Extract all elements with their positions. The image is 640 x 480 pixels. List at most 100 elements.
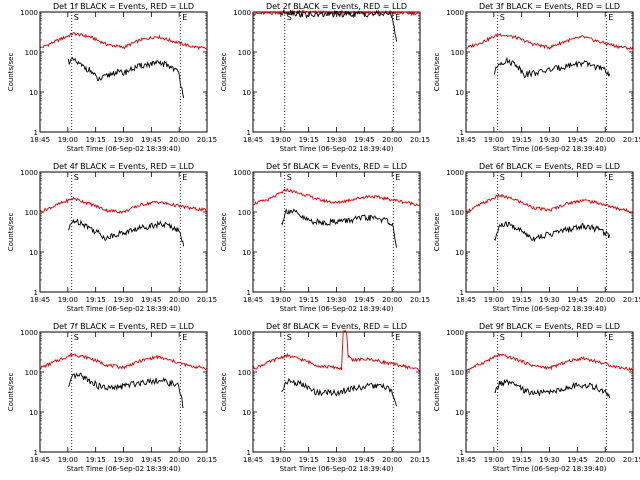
x-tick-label: 19:45 — [141, 456, 161, 464]
x-axis-label: Start Time (06-Sep-02 18:39:40) — [493, 465, 607, 473]
x-tick-label: 20:00 — [382, 136, 402, 144]
x-axis-label: Start Time (06-Sep-02 18:39:40) — [280, 465, 394, 473]
y-tick-label: 10 — [242, 249, 251, 257]
x-tick-label: 19:30 — [539, 296, 559, 304]
x-tick-label: 19:45 — [141, 136, 161, 144]
x-axis-label: Start Time (06-Sep-02 18:39:40) — [493, 305, 607, 313]
x-tick-label: 20:15 — [410, 136, 430, 144]
x-tick-label: 18:45 — [243, 456, 263, 464]
panel-2: Det 2f BLACK = Events, RED = LLD 1 10 100 10… — [220, 2, 430, 153]
panel-6: Det 6f BLACK = Events, RED = LLD 1 10 100 10… — [433, 162, 640, 313]
x-tick-label: 19:30 — [113, 136, 133, 144]
x-tick-label: 19:45 — [354, 296, 374, 304]
y-tick-label: 1 — [34, 129, 38, 137]
x-tick-label: 20:15 — [410, 456, 430, 464]
lld-series-line — [465, 33, 634, 51]
time-marker-label: S — [500, 173, 505, 182]
x-tick-label: 19:30 — [326, 136, 346, 144]
plot-frame — [39, 11, 208, 133]
plot-frame — [465, 171, 634, 293]
y-tick-label: 1 — [34, 449, 38, 457]
y-tick-label: 100 — [238, 209, 251, 217]
y-axis-label: Counts/sec — [433, 213, 441, 252]
panel-title: Det 5f BLACK = Events, RED = LLD — [266, 162, 407, 171]
lld-series-line — [252, 330, 421, 372]
y-tick-label: 1000 — [233, 9, 251, 17]
x-tick-label: 19:45 — [354, 456, 374, 464]
panel-title: Det 6f BLACK = Events, RED = LLD — [479, 162, 620, 171]
y-tick-label: 100 — [451, 49, 464, 57]
y-tick-label: 1000 — [20, 9, 38, 17]
y-axis-label: Counts/sec — [220, 53, 228, 92]
x-tick-label: 19:30 — [539, 136, 559, 144]
time-marker-label: S — [500, 13, 505, 22]
time-marker-label: E — [608, 13, 613, 22]
x-tick-label: 20:15 — [197, 456, 217, 464]
x-tick-label: 19:00 — [58, 296, 78, 304]
panel-title: Det 4f BLACK = Events, RED = LLD — [53, 162, 194, 171]
y-tick-label: 10 — [242, 409, 251, 417]
y-tick-label: 1 — [460, 449, 464, 457]
time-marker-label: S — [74, 13, 79, 22]
x-tick-label: 18:45 — [243, 136, 263, 144]
y-tick-label: 100 — [25, 209, 38, 217]
x-tick-label: 18:45 — [30, 136, 50, 144]
x-axis-label: Start Time (06-Sep-02 18:39:40) — [493, 145, 607, 153]
x-tick-label: 20:15 — [410, 296, 430, 304]
x-tick-label: 19:00 — [271, 136, 291, 144]
time-marker-label: E — [182, 173, 187, 182]
panel-5: Det 5f BLACK = Events, RED = LLD 1 10 100 10… — [220, 162, 430, 313]
time-marker-label: E — [395, 173, 400, 182]
y-tick-label: 1000 — [446, 169, 464, 177]
time-marker-label: E — [608, 333, 613, 342]
events-series-line — [281, 377, 398, 407]
y-tick-label: 10 — [242, 89, 251, 97]
x-tick-label: 20:00 — [169, 136, 189, 144]
panel-3: Det 3f BLACK = Events, RED = LLD 1 10 100 10… — [433, 2, 640, 153]
lld-series-line — [39, 196, 208, 215]
events-series-line — [67, 56, 185, 99]
x-tick-label: 18:45 — [30, 456, 50, 464]
x-tick-label: 18:45 — [456, 456, 476, 464]
lld-series-line — [252, 187, 421, 207]
y-tick-label: 1 — [460, 289, 464, 297]
time-marker-label: S — [287, 13, 292, 22]
x-tick-label: 19:00 — [58, 136, 78, 144]
x-tick-label: 19:00 — [484, 296, 504, 304]
x-tick-label: 19:15 — [86, 296, 106, 304]
x-tick-label: 19:00 — [271, 456, 291, 464]
events-series-line — [494, 378, 611, 399]
x-tick-label: 19:45 — [567, 136, 587, 144]
x-tick-label: 19:15 — [86, 136, 106, 144]
y-tick-label: 10 — [29, 89, 38, 97]
x-tick-label: 20:00 — [595, 136, 615, 144]
y-tick-label: 10 — [455, 89, 464, 97]
x-tick-label: 19:00 — [58, 456, 78, 464]
x-axis-label: Start Time (06-Sep-02 18:39:40) — [67, 305, 181, 313]
x-tick-label: 19:15 — [512, 456, 532, 464]
x-tick-label: 19:15 — [299, 136, 319, 144]
x-tick-label: 19:15 — [299, 456, 319, 464]
y-tick-label: 1000 — [233, 329, 251, 337]
y-tick-label: 100 — [238, 369, 251, 377]
x-tick-label: 20:15 — [623, 456, 640, 464]
x-tick-label: 19:00 — [271, 296, 291, 304]
y-axis-label: Counts/sec — [220, 213, 228, 252]
x-tick-label: 20:15 — [197, 136, 217, 144]
y-tick-label: 1000 — [233, 169, 251, 177]
x-tick-label: 19:30 — [539, 456, 559, 464]
y-tick-label: 10 — [455, 409, 464, 417]
y-tick-label: 1000 — [20, 169, 38, 177]
x-tick-label: 18:45 — [30, 296, 50, 304]
x-tick-label: 19:30 — [113, 456, 133, 464]
y-tick-label: 100 — [451, 209, 464, 217]
y-tick-label: 1 — [247, 449, 251, 457]
plot-frame — [39, 331, 208, 453]
y-tick-label: 10 — [29, 249, 38, 257]
x-tick-label: 19:45 — [354, 136, 374, 144]
x-tick-label: 18:45 — [456, 296, 476, 304]
x-tick-label: 20:00 — [382, 456, 402, 464]
x-tick-label: 19:15 — [86, 456, 106, 464]
panel-1: Det 1f BLACK = Events, RED = LLD 1 10 100 10… — [7, 2, 217, 153]
y-tick-label: 1 — [460, 129, 464, 137]
